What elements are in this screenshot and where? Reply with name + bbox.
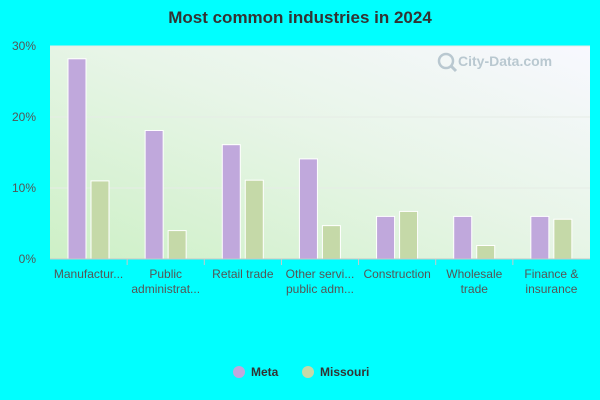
bar-missouri-6[interactable]	[553, 218, 573, 260]
y-tick-label: 10%	[12, 181, 36, 195]
watermark-magnifier-icon	[437, 52, 458, 73]
x-tick-label: Wholesale	[446, 267, 502, 281]
plot-area	[50, 46, 590, 259]
chart-title: Most common industries in 2024	[168, 8, 432, 27]
grid-lines	[50, 45, 590, 189]
x-tick-label: Public	[149, 267, 182, 281]
watermark: City-Data.com	[437, 52, 552, 73]
x-tick-label: Retail trade	[212, 267, 274, 281]
legend-item-missouri[interactable]: Missouri	[302, 365, 369, 379]
bar-meta-0[interactable]	[67, 58, 87, 260]
bar-missouri-1[interactable]	[167, 230, 187, 260]
bar-meta-5[interactable]	[453, 215, 473, 260]
bar-meta-1[interactable]	[144, 129, 164, 260]
y-tick-label: 0%	[19, 252, 37, 266]
watermark-text: City-Data.com	[458, 53, 552, 69]
bar-missouri-2[interactable]	[244, 179, 264, 260]
x-tick-label: insurance	[525, 282, 577, 296]
bar-meta-6[interactable]	[530, 215, 550, 260]
bar-missouri-4[interactable]	[399, 210, 419, 260]
x-tick-label: administrat...	[131, 282, 200, 296]
bar-missouri-5[interactable]	[476, 245, 496, 260]
legend-swatch	[302, 366, 314, 378]
bar-meta-2[interactable]	[221, 144, 241, 260]
bar-meta-3[interactable]	[298, 158, 318, 260]
bar-meta-4[interactable]	[376, 215, 396, 260]
legend-label: Meta	[251, 365, 279, 379]
legend-swatch	[233, 366, 245, 378]
x-tick-label: public adm...	[286, 282, 354, 296]
legend: Meta Missouri	[233, 365, 369, 379]
x-tick-label: Finance &	[524, 267, 578, 281]
legend-item-meta[interactable]: Meta	[233, 365, 279, 379]
axes: 0% 10% 20% 30% Manufactur... Publicadministra…	[12, 39, 590, 296]
bar-missouri-0[interactable]	[90, 180, 110, 260]
bars	[67, 58, 573, 260]
x-tick-label: Construction	[363, 267, 430, 281]
y-tick-label: 30%	[12, 39, 36, 53]
y-tick-label: 20%	[12, 110, 36, 124]
legend-label: Missouri	[320, 365, 369, 379]
x-tick-label: Other servi...	[286, 267, 355, 281]
x-tick-label: Manufactur...	[54, 267, 123, 281]
bar-missouri-3[interactable]	[321, 225, 341, 260]
x-tick-label: trade	[461, 282, 489, 296]
